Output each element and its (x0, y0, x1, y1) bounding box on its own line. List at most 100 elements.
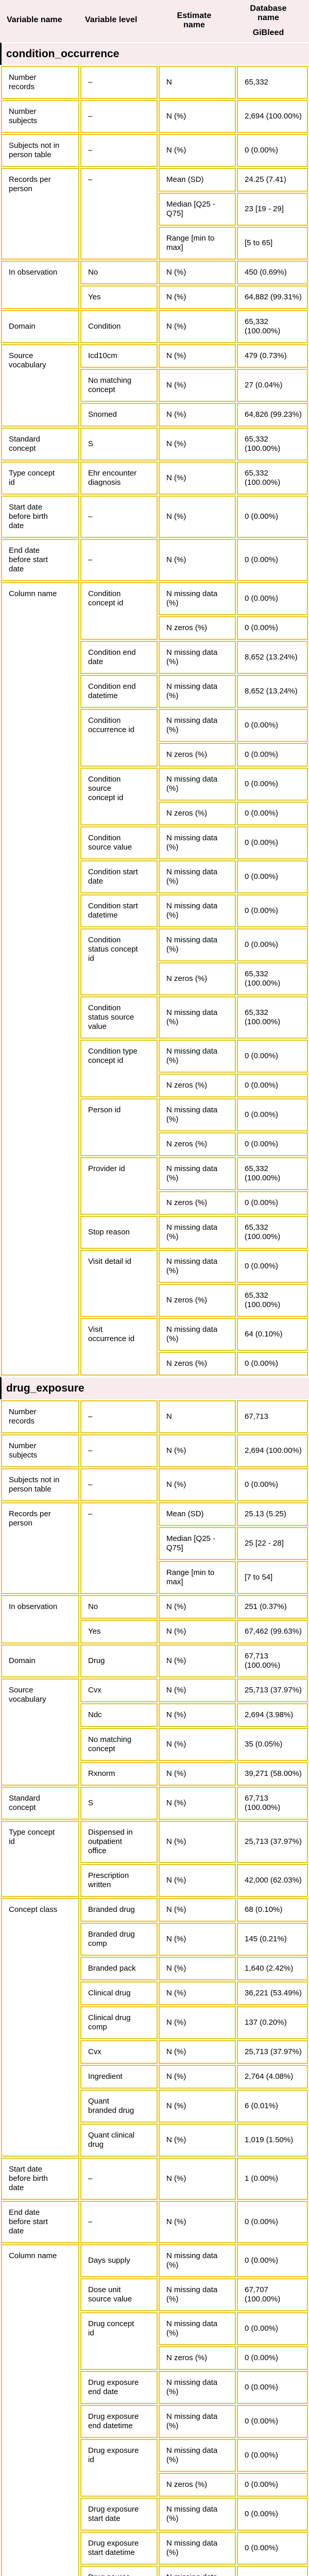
table-row: No matching concept N (%) 27 (0.04%) (1, 369, 308, 402)
table-row: Drug concept id N missing data (%) 0 (0.00… (1, 2312, 308, 2370)
table-row: In observation No N (%) 450 (0.69%) (1, 261, 308, 309)
table-row: Ndc N (%) 2,694 (3.98%) (1, 1703, 308, 1727)
level-cell: Drug exposure end date (80, 2371, 158, 2404)
level-cell: Rxnorm (80, 1762, 158, 1786)
estimate-cell: N (%) (159, 1728, 236, 1761)
estimate-cell: N zeros (%) (159, 1191, 236, 1215)
estimate-cell: N (%) (159, 2065, 236, 2089)
table-row: Prescription written N (%) 42,000 (62.03%) (1, 1864, 308, 1897)
table-row: Standard concept S N (%) 65,332 (100.00%) (1, 428, 308, 461)
variable-cell: Records per person (1, 1502, 79, 1594)
level-cell: – (80, 100, 158, 133)
database-name-value: GiBleed (252, 28, 284, 38)
level-cell: Drug source concept id (80, 2566, 158, 2576)
value-cell: 0 (0.00%) (237, 2312, 308, 2345)
estimate-cell: N missing data (%) (159, 582, 236, 615)
value-cell: 0 (0.00%) (237, 2371, 308, 2404)
variable-cell: Number records (1, 66, 79, 99)
level-cell: Cvx (80, 1679, 158, 1702)
table-row: Snomed N (%) 64,826 (99.23%) (1, 403, 308, 427)
level-cell: – (80, 66, 158, 99)
variable-cell: In observation (1, 1595, 79, 1643)
value-cell: 0 (0.00%) (237, 1098, 308, 1131)
table-row: Visit occurrence id N missing data (%) 64 … (1, 1318, 308, 1376)
table-row: Start date before birth date – N (%) 1 (0.0… (1, 2158, 308, 2200)
value-cell: 64,882 (99.31%) (237, 285, 308, 309)
estimate-cell: N (%) (159, 462, 236, 495)
table-row: Standard concept S N (%) 67,713 (100.00%) (1, 1787, 308, 1820)
level-cell: Condition status concept id (80, 928, 158, 995)
table-row: Condition occurrence id N missing data (%… (1, 709, 308, 767)
table-row: Condition source value N missing data (%)… (1, 826, 308, 859)
value-cell: 65,332 (100.00%) (237, 310, 308, 343)
value-cell: 0 (0.00%) (237, 582, 308, 615)
value-cell: 0 (0.00%) (237, 616, 308, 640)
table-row: Column name Days supply N missing data (%)… (1, 2244, 308, 2576)
estimate-cell: Range [min to max] (159, 227, 236, 260)
variable-cell: In observation (1, 261, 79, 309)
table-row: N zeros (%) 65,332 (100.00%) (1, 962, 308, 995)
variable-cell: End date before start date (1, 2201, 79, 2243)
level-cell: Yes (80, 285, 158, 309)
level-cell: Condition source value (80, 826, 158, 859)
estimate-cell: N missing data (%) (159, 675, 236, 708)
table-row: Type concept id Dispensed in outpatient o… (1, 1821, 308, 1897)
value-cell: 35 (0.05%) (237, 1728, 308, 1761)
value-cell: 145 (0.21%) (237, 1923, 308, 1956)
level-cell: Drug (80, 1645, 158, 1677)
table-row: Condition end datetime N missing data (%)… (1, 675, 308, 708)
value-cell: 36,221 (53.49%) (237, 1981, 308, 2005)
value-cell: 25.13 (5.25) (237, 1502, 308, 1526)
value-cell: 24.25 (7.41) (237, 168, 308, 192)
level-cell: Drug exposure end datetime (80, 2405, 158, 2438)
value-cell: 68 (0.10%) (237, 1898, 308, 1922)
table-header: Variable name Variable level Estimate na… (0, 0, 309, 42)
table-row: End date before start date – N (%) 0 (0.00%… (1, 539, 308, 581)
level-cell: Person id (80, 1098, 158, 1156)
table-row: N zeros (%) 0 (0.00%) (1, 1352, 308, 1376)
estimate-cell: N (%) (159, 1645, 236, 1677)
table-row: Domain Drug N (%) 67,713 (100.00%) (1, 1645, 308, 1677)
estimate-cell: N missing data (%) (159, 641, 236, 674)
estimate-cell: N (%) (159, 2090, 236, 2123)
col-header-variable-name-label: Variable name (7, 15, 62, 24)
estimate-cell: N missing data (%) (159, 2244, 236, 2277)
table-row: Number records – N 65,332 (1, 66, 308, 99)
estimate-cell: N (%) (159, 1434, 236, 1467)
col-header-database-name: Database name GiBleed (233, 0, 304, 42)
level-cell: Condition type concept id (80, 1040, 158, 1097)
value-cell: 2,694 (100.00%) (237, 100, 308, 133)
estimate-cell: N zeros (%) (159, 2473, 236, 2497)
value-cell: 0 (0.00%) (237, 1040, 308, 1073)
estimate-cell: N missing data (%) (159, 2312, 236, 2345)
estimate-cell: N (%) (159, 100, 236, 133)
estimate-cell: Mean (SD) (159, 168, 236, 192)
estimate-cell: N missing data (%) (159, 1318, 236, 1351)
estimate-cell: N (%) (159, 1703, 236, 1727)
value-cell: 2,764 (4.08%) (237, 2065, 308, 2089)
table-row: Drug source concept idN missing data (%)… (1, 2566, 308, 2576)
value-cell: 8,652 (13.24%) (237, 675, 308, 708)
variable-cell: Column name (1, 582, 79, 1376)
estimate-cell: N zeros (%) (159, 1352, 236, 1376)
variable-cell: Type concept id (1, 1821, 79, 1897)
table-row: Number subjects – N (%) 2,694 (100.00%) (1, 100, 308, 133)
col-header-variable-name: Variable name (0, 0, 78, 42)
estimate-cell: N (%) (159, 134, 236, 167)
level-cell: S (80, 1787, 158, 1820)
estimate-cell: Median [Q25 - Q75] (159, 1527, 236, 1560)
level-cell: No matching concept (80, 369, 158, 402)
estimate-cell: N missing data (%) (159, 2439, 236, 2472)
estimate-cell: N missing data (%) (159, 768, 236, 801)
estimate-cell: N (159, 66, 236, 99)
estimate-cell: N missing data (%) (159, 1216, 236, 1249)
estimate-cell: N (%) (159, 1620, 236, 1643)
estimate-cell: N (%) (159, 344, 236, 368)
value-cell: 0 (0.00%) (237, 1074, 308, 1097)
table-row: Median [Q25 - Q75] 23 [19 - 29] (1, 193, 308, 226)
value-cell: 1,640 (2.42%) (237, 1957, 308, 1980)
value-cell: 67,713 (237, 1400, 308, 1433)
value-cell: 0 (0.00%) (237, 802, 308, 825)
table-row: Yes N (%) 64,882 (99.31%) (1, 285, 308, 309)
variable-cell: Domain (1, 310, 79, 343)
